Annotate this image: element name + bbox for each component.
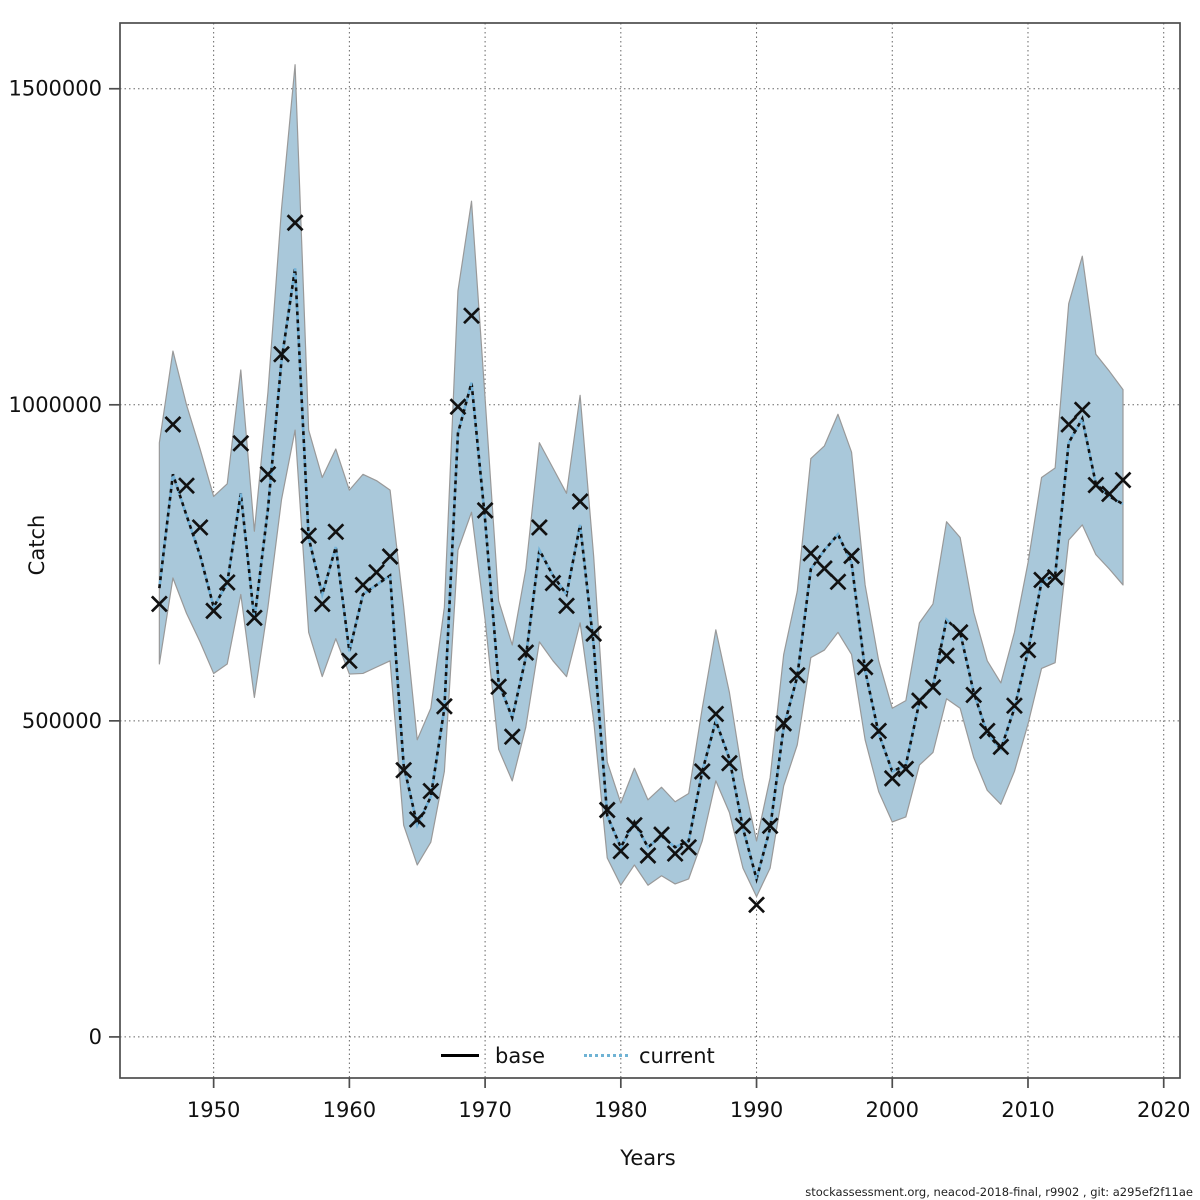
observed-catch-marker xyxy=(1073,401,1091,419)
observed-catch-marker xyxy=(164,415,182,433)
observed-catch-marker xyxy=(693,762,711,780)
observed-catch-marker xyxy=(1087,476,1105,494)
observed-catch-marker xyxy=(517,644,535,662)
legend-base-label: base xyxy=(495,1044,546,1068)
legend-current-label: current xyxy=(639,1044,715,1068)
observed-catch-marker xyxy=(1100,485,1118,503)
observed-catch-marker xyxy=(381,548,399,565)
x-axis-tick-label: 2000 xyxy=(866,1098,919,1122)
observed-catch-marker xyxy=(354,576,372,594)
legend-current-line-sample xyxy=(584,1054,628,1057)
observed-catch-marker xyxy=(720,754,738,772)
observed-catch-marker xyxy=(802,544,820,562)
observed-catch-marker xyxy=(856,658,874,676)
y-axis-tick-label: 1500000 xyxy=(8,77,102,101)
y-axis-title: Catch xyxy=(25,514,49,576)
x-axis-tick-label: 1990 xyxy=(730,1098,783,1122)
observed-catch-marker xyxy=(259,465,277,483)
y-axis-tick-label: 500000 xyxy=(22,709,102,733)
x-axis-tick-label: 1970 xyxy=(458,1098,511,1122)
observed-catch-marker xyxy=(490,678,508,696)
observed-catch-marker xyxy=(788,666,806,684)
observed-catch-marker xyxy=(340,652,358,670)
observed-catch-marker xyxy=(707,705,725,723)
observed-catch-marker xyxy=(870,722,888,740)
observed-catch-marker xyxy=(639,847,657,864)
observed-catch-marker xyxy=(843,547,861,565)
observed-catch-marker xyxy=(1033,571,1051,589)
observed-catch-marker xyxy=(530,518,548,536)
observed-catch-marker xyxy=(883,769,901,787)
observed-catch-marker xyxy=(463,307,480,325)
x-axis-tick-label: 1950 xyxy=(187,1098,240,1122)
x-axis-tick-label: 1960 xyxy=(323,1098,376,1122)
observed-catch-marker xyxy=(191,518,209,536)
observed-catch-marker xyxy=(435,697,453,715)
observed-catch-marker xyxy=(327,523,345,541)
observed-catch-marker xyxy=(218,573,236,591)
observed-catch-marker xyxy=(978,722,996,740)
observed-catch-marker xyxy=(205,602,223,620)
observed-catch-marker xyxy=(1060,415,1078,433)
confidence-band xyxy=(158,64,1124,898)
x-axis-tick-label: 1980 xyxy=(594,1098,647,1122)
observed-catch-marker xyxy=(653,826,670,844)
observed-catch-marker xyxy=(476,501,494,519)
observed-catch-marker xyxy=(761,817,779,835)
observed-catch-marker xyxy=(992,738,1010,756)
observed-catch-marker xyxy=(910,692,928,710)
observed-catch-marker xyxy=(1046,568,1064,586)
legend-base-line-sample xyxy=(441,1054,479,1057)
observed-catch-marker xyxy=(273,345,290,363)
footer-attribution: stockassessment.org, neacod-2018-final, … xyxy=(805,1185,1193,1199)
observed-catch-marker xyxy=(680,838,698,856)
observed-catch-marker xyxy=(734,817,752,835)
observed-catch-marker xyxy=(558,597,575,615)
observed-catch-marker xyxy=(585,625,603,643)
observed-catch-marker xyxy=(951,623,969,641)
observed-catch-marker xyxy=(775,714,793,732)
x-axis-tick-label: 2020 xyxy=(1137,1098,1190,1122)
observed-catch-marker xyxy=(815,560,833,577)
y-axis-tick-label: 1000000 xyxy=(8,393,102,417)
observed-catch-marker xyxy=(503,728,521,746)
observed-catch-marker xyxy=(625,816,643,834)
observed-catch-marker xyxy=(598,801,616,819)
observed-catch-marker xyxy=(286,214,304,232)
observed-catch-marker xyxy=(938,647,956,665)
observed-catch-marker xyxy=(300,527,318,545)
observed-catch-marker xyxy=(449,398,467,416)
observed-catch-marker xyxy=(313,595,331,613)
observed-catch-marker xyxy=(395,761,413,779)
observed-catch-marker xyxy=(544,574,562,592)
observed-catch-marker xyxy=(571,493,589,510)
plot-frame xyxy=(119,22,1181,1079)
observed-catch-marker xyxy=(368,563,385,581)
observed-catch-marker xyxy=(924,678,942,696)
observed-catch-marker xyxy=(232,434,250,452)
observed-catch-marker xyxy=(408,811,426,828)
observed-catch-marker xyxy=(245,609,263,627)
observed-catch-marker xyxy=(422,782,440,800)
observed-catch-marker xyxy=(666,845,684,863)
observed-catch-marker xyxy=(1114,471,1132,489)
observed-catch-marker xyxy=(748,896,765,914)
observed-catch-marker xyxy=(178,477,195,495)
x-axis-title: Years xyxy=(620,1146,676,1170)
observed-catch-marker xyxy=(1019,641,1037,659)
y-axis-tick-label: 0 xyxy=(89,1025,102,1049)
observed-catch-marker xyxy=(1005,697,1023,715)
current-fit-line-black xyxy=(158,268,1124,884)
x-axis-tick-label: 2010 xyxy=(1001,1098,1054,1122)
observed-catch-marker xyxy=(612,842,630,860)
observed-catch-marker xyxy=(965,686,983,704)
observed-catch-marker xyxy=(829,573,847,591)
observed-catch-marker xyxy=(150,595,168,613)
observed-catch-marker xyxy=(897,760,915,778)
